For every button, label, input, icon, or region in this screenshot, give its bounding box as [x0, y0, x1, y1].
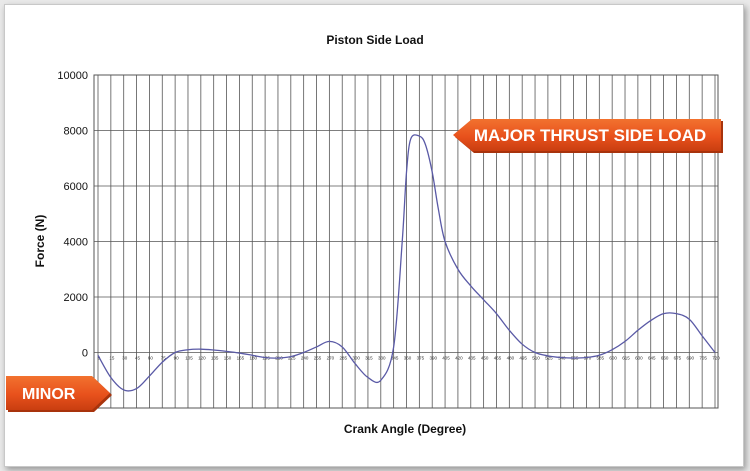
x-tick-label: 480 [507, 356, 515, 361]
x-tick-label: 405 [442, 356, 450, 361]
x-tick-label: 600 [609, 356, 617, 361]
x-tick-label: 630 [635, 356, 643, 361]
major-thrust-label: MAJOR THRUST SIDE LOAD [474, 126, 706, 145]
x-tick-label: 645 [648, 356, 656, 361]
x-tick-label: 510 [532, 356, 540, 361]
y-tick-label: 10000 [57, 70, 88, 82]
x-tick-label: 690 [687, 356, 695, 361]
x-tick-labels: 0 15 30 45 60 75 90 105 120 135 150 165 180 195 210 225… [98, 356, 721, 361]
x-tick-label: 300 [352, 356, 360, 361]
x-tick-label: 615 [622, 356, 630, 361]
x-tick-label: 720 [712, 356, 720, 361]
minor-callout: MINOR [6, 376, 112, 412]
x-tick-label: 675 [674, 356, 682, 361]
x-tick-label: 705 [699, 356, 707, 361]
x-tick-label: 270 [327, 356, 335, 361]
x-tick-label: 240 [301, 356, 309, 361]
x-tick-label: 60 [148, 356, 154, 361]
chart-frame [4, 4, 744, 467]
x-tick-label: 135 [211, 356, 219, 361]
x-tick-label: 15 [109, 356, 115, 361]
x-tick-label: 420 [455, 356, 463, 361]
x-tick-label: 225 [288, 356, 296, 361]
plot-border [93, 74, 719, 409]
x-tick-label: 360 [404, 356, 412, 361]
x-tick-label: 660 [661, 356, 669, 361]
minor-label: MINOR [22, 386, 76, 403]
x-tick-label: 180 [249, 356, 257, 361]
y-tick-label: 6000 [64, 181, 88, 193]
x-tick-label: 150 [224, 356, 232, 361]
chart-title: Piston Side Load [326, 33, 423, 47]
y-tick-label: 8000 [64, 126, 88, 138]
y-tick-label: 2000 [64, 292, 88, 304]
x-tick-label: 30 [122, 356, 128, 361]
x-tick-label: 105 [185, 356, 193, 361]
x-tick-label: 390 [429, 356, 437, 361]
series-line-side-load [97, 134, 716, 392]
y-tick-label: 4000 [64, 237, 88, 249]
x-tick-label: 465 [494, 356, 502, 361]
x-tick-label: 165 [237, 356, 245, 361]
x-tick-label: 285 [339, 356, 347, 361]
x-tick-label: 585 [597, 356, 605, 361]
x-tick-label: 450 [481, 356, 489, 361]
x-tick-label: 75 [161, 356, 167, 361]
x-axis-title: Crank Angle (Degree) [344, 422, 466, 436]
x-tick-label: 255 [314, 356, 322, 361]
x-tick-label: 435 [468, 356, 476, 361]
x-tick-label: 345 [391, 356, 399, 361]
major-thrust-callout: MAJOR THRUST SIDE LOAD [453, 119, 723, 153]
y-tick-labels: 0 2000 4000 6000 8000 10000 [57, 70, 88, 360]
x-tick-label: 45 [135, 356, 141, 361]
x-tick-label: 330 [378, 356, 386, 361]
x-tick-label: 120 [198, 356, 206, 361]
x-tick-label: 90 [174, 356, 180, 361]
x-tick-label: 375 [417, 356, 425, 361]
x-tick-label: 525 [545, 356, 553, 361]
y-axis-title: Force (N) [33, 215, 47, 268]
y-tick-label: 0 [82, 348, 88, 360]
x-tick-label: 315 [365, 356, 373, 361]
x-tick-label: 495 [519, 356, 527, 361]
